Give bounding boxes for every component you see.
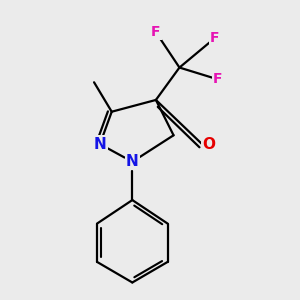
Text: N: N (126, 154, 139, 169)
Text: O: O (202, 136, 215, 152)
Text: N: N (94, 136, 106, 152)
Text: F: F (210, 31, 220, 45)
Text: F: F (213, 72, 223, 86)
Text: F: F (151, 25, 160, 39)
